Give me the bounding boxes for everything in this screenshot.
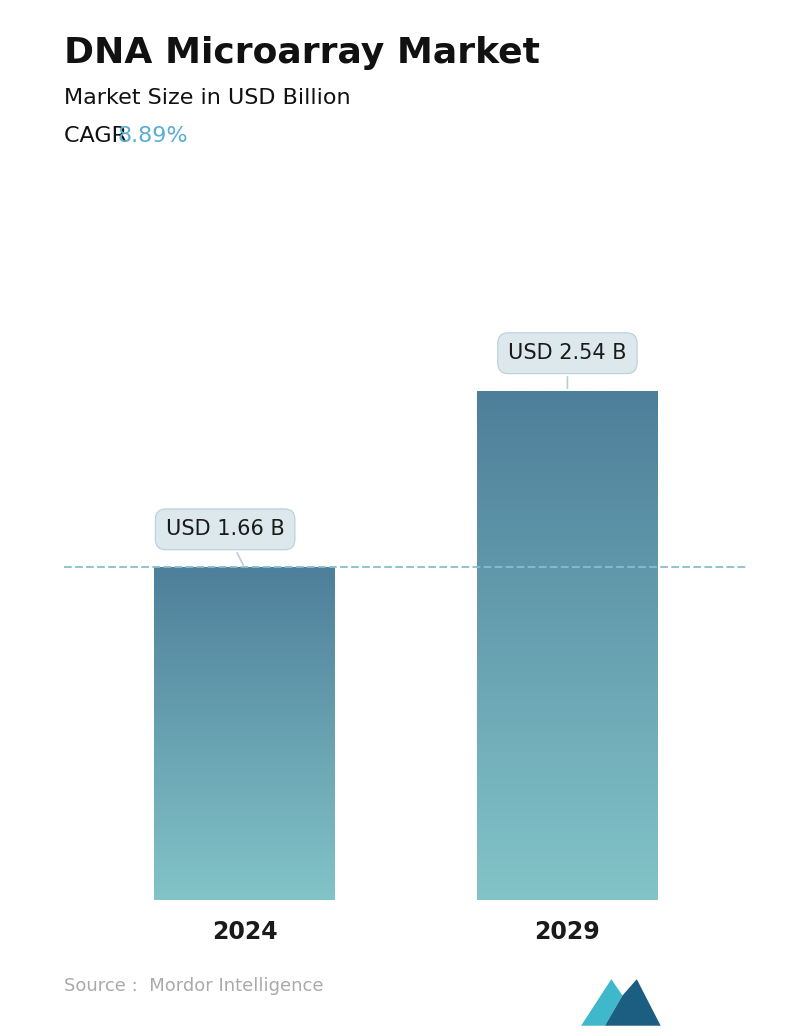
Text: 8.89%: 8.89% bbox=[118, 126, 189, 146]
Text: Source :  Mordor Intelligence: Source : Mordor Intelligence bbox=[64, 977, 323, 995]
Text: DNA Microarray Market: DNA Microarray Market bbox=[64, 36, 540, 70]
Polygon shape bbox=[605, 979, 661, 1026]
Text: Market Size in USD Billion: Market Size in USD Billion bbox=[64, 88, 350, 108]
Text: 2029: 2029 bbox=[535, 919, 600, 944]
Text: CAGR: CAGR bbox=[64, 126, 134, 146]
Text: USD 1.66 B: USD 1.66 B bbox=[166, 519, 284, 565]
Text: USD 2.54 B: USD 2.54 B bbox=[508, 343, 626, 389]
Text: 2024: 2024 bbox=[212, 919, 277, 944]
Polygon shape bbox=[581, 979, 622, 1026]
